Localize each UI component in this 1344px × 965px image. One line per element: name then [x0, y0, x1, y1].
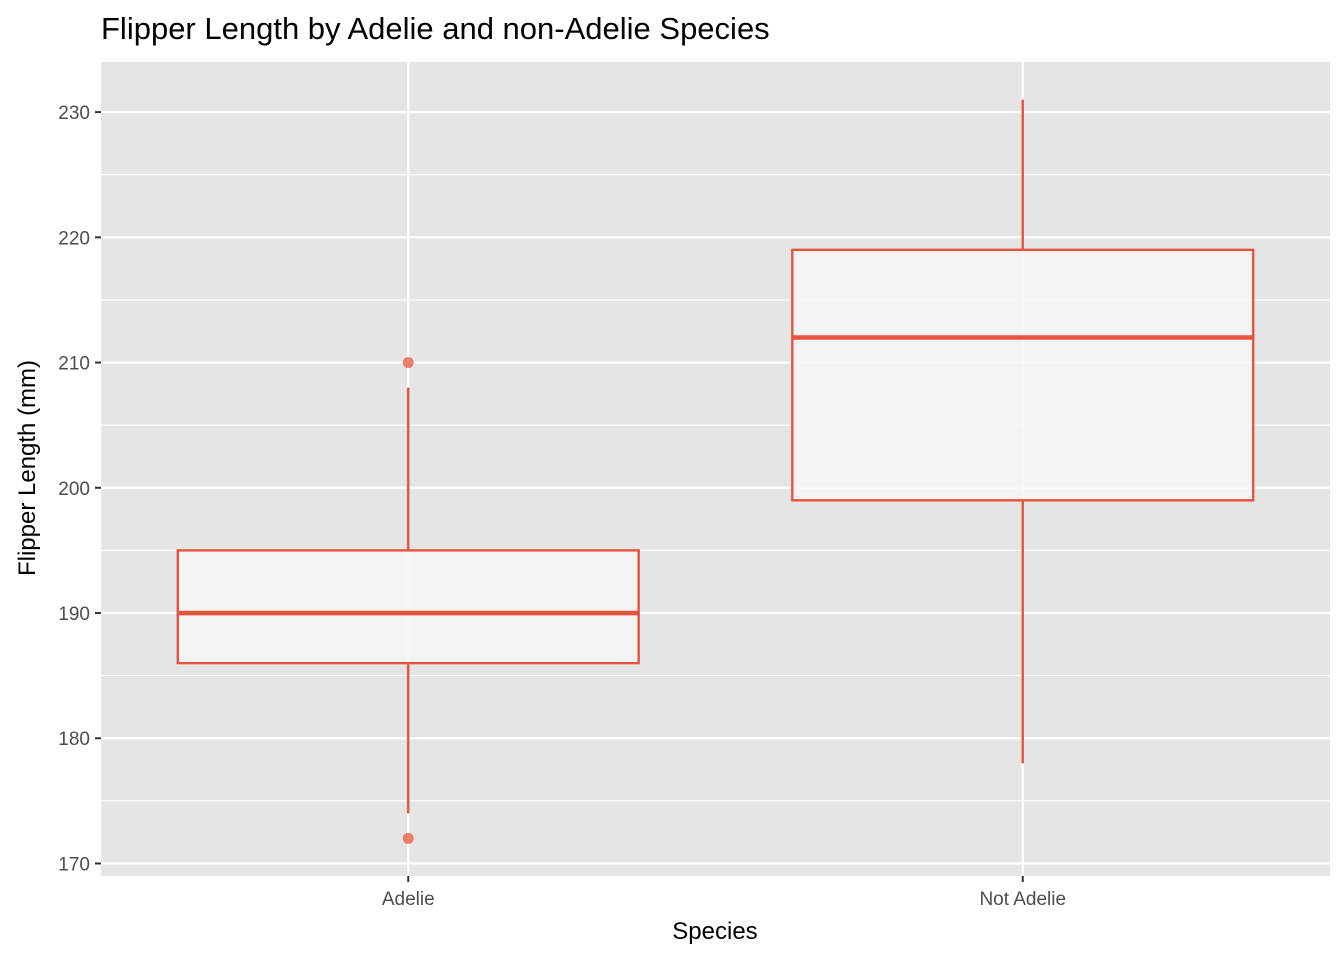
- x-tick-label: Adelie: [382, 889, 435, 910]
- x-axis-title: Species: [672, 918, 757, 945]
- box-adelie: [176, 357, 640, 844]
- iqr-box: [791, 248, 1255, 502]
- box-not-adelie: [791, 99, 1255, 764]
- y-tick-label: 180: [58, 729, 90, 750]
- y-tick-label: 190: [58, 604, 90, 625]
- x-tick-label: Not Adelie: [979, 889, 1066, 910]
- box-layer: [176, 99, 1255, 844]
- axis-layer: 170 180 190 200 210 220 230 Adelie Not Adelie: [58, 103, 1066, 910]
- y-tick-label: 200: [58, 479, 90, 500]
- outlier-point: [402, 832, 414, 844]
- iqr-box: [176, 549, 640, 665]
- y-axis-title: Flipper Length (mm): [14, 360, 41, 576]
- y-tick-label: 220: [58, 228, 90, 249]
- outlier-point: [402, 357, 414, 369]
- y-tick-label: 210: [58, 354, 90, 375]
- chart-title: Flipper Length by Adelie and non-Adelie …: [101, 11, 770, 46]
- y-tick-label: 170: [58, 854, 90, 875]
- y-tick-label: 230: [58, 103, 90, 124]
